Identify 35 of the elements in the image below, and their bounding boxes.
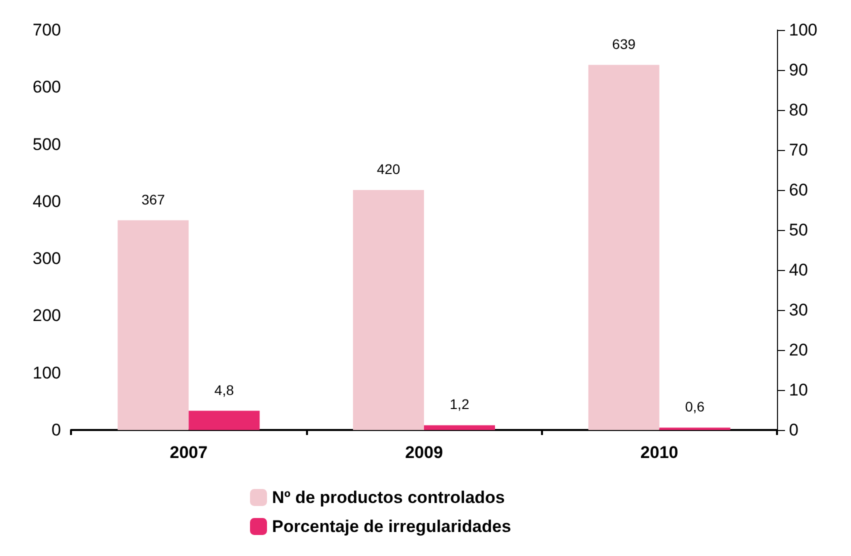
bar xyxy=(424,425,495,430)
y2-tick-label: 30 xyxy=(789,300,808,320)
y2-tick-label: 40 xyxy=(789,260,808,280)
y2-tick-label: 20 xyxy=(789,340,808,360)
bar xyxy=(588,64,660,430)
bar xyxy=(188,410,260,430)
x-tick-label: 2007 xyxy=(170,443,208,462)
y-tick-label: 400 xyxy=(32,192,61,211)
y2-tick-label: 90 xyxy=(789,60,808,80)
x-tick-label: 2009 xyxy=(405,443,443,462)
data-label: 420 xyxy=(376,161,400,177)
y-tick-label: 500 xyxy=(32,134,61,154)
data-label: 0,6 xyxy=(685,398,705,415)
y-tick-label: 600 xyxy=(32,78,61,97)
y2-tick-label: 80 xyxy=(789,100,808,120)
y2-tick-label: 10 xyxy=(789,380,808,400)
y2-tick-label: 50 xyxy=(789,220,808,240)
y-tick-label: 100 xyxy=(32,363,61,382)
bar xyxy=(118,220,189,430)
bar xyxy=(353,190,424,430)
y-tick-label: 700 xyxy=(32,20,61,40)
data-label: 4,8 xyxy=(214,382,234,398)
legend-label: Porcentaje de irregularidades xyxy=(272,517,512,536)
y2-tick-label: 0 xyxy=(789,420,798,440)
y2-tick-label: 60 xyxy=(789,180,808,200)
data-label: 639 xyxy=(612,36,636,52)
data-label: 1,2 xyxy=(450,396,470,412)
y2-tick-label: 70 xyxy=(789,140,808,160)
y-tick-label: 0 xyxy=(52,420,61,440)
x-tick-label: 2010 xyxy=(640,443,678,462)
y-tick-label: 200 xyxy=(32,306,61,326)
y-tick-label: 300 xyxy=(32,249,61,268)
data-label: 367 xyxy=(141,191,166,208)
legend-label: Nº de productos controlados xyxy=(272,488,505,507)
y2-tick-label: 100 xyxy=(789,20,818,40)
